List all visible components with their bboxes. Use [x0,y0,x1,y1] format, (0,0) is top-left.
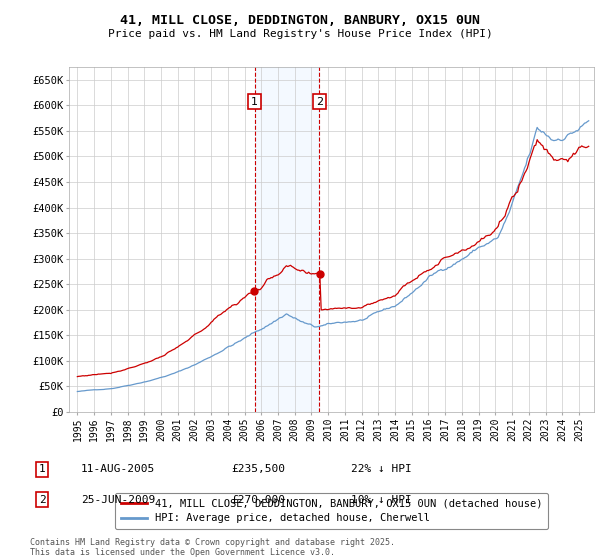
Text: 25-JUN-2009: 25-JUN-2009 [81,494,155,505]
Text: 22% ↓ HPI: 22% ↓ HPI [351,464,412,474]
Text: 1: 1 [38,464,46,474]
Text: 41, MILL CLOSE, DEDDINGTON, BANBURY, OX15 0UN: 41, MILL CLOSE, DEDDINGTON, BANBURY, OX1… [120,14,480,27]
Text: 11-AUG-2005: 11-AUG-2005 [81,464,155,474]
Legend: 41, MILL CLOSE, DEDDINGTON, BANBURY, OX15 0UN (detached house), HPI: Average pri: 41, MILL CLOSE, DEDDINGTON, BANBURY, OX1… [115,493,548,529]
Text: 10% ↓ HPI: 10% ↓ HPI [351,494,412,505]
Text: 2: 2 [316,97,323,106]
Text: 2: 2 [38,494,46,505]
Text: 1: 1 [251,97,258,106]
Text: Price paid vs. HM Land Registry's House Price Index (HPI): Price paid vs. HM Land Registry's House … [107,29,493,39]
Bar [255,67,319,412]
Text: £235,500: £235,500 [231,464,285,474]
Text: Contains HM Land Registry data © Crown copyright and database right 2025.
This d: Contains HM Land Registry data © Crown c… [30,538,395,557]
Text: £270,000: £270,000 [231,494,285,505]
